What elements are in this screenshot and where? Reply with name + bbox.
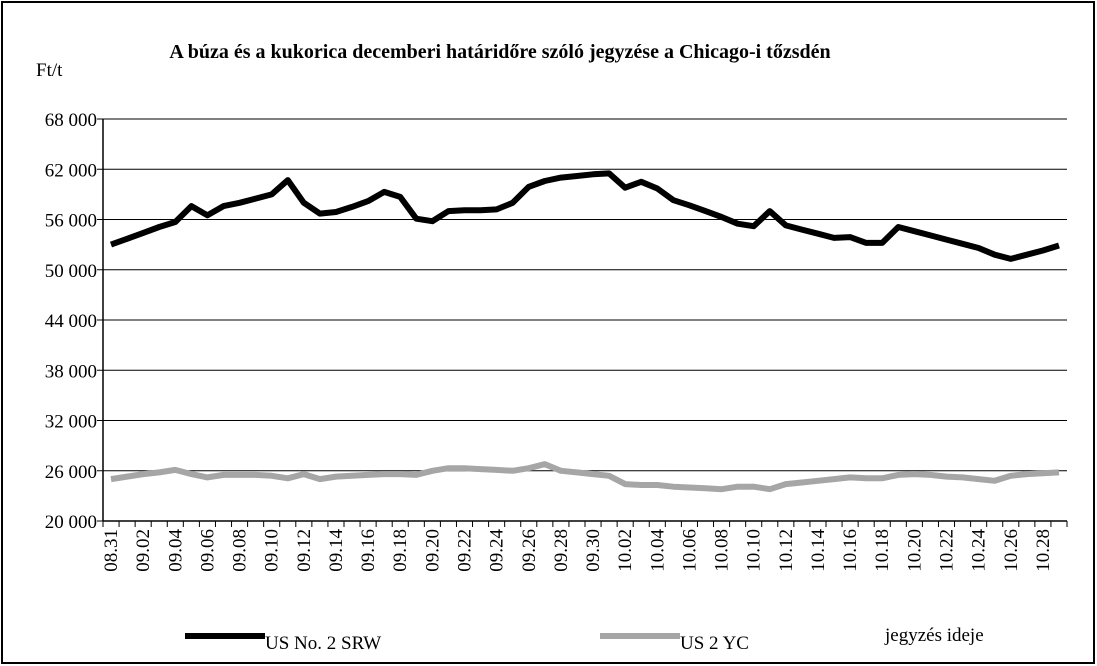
y-tick-label: 68 000 xyxy=(45,110,97,131)
x-tick-label: 10.16 xyxy=(840,529,861,572)
x-tick-label: 10.02 xyxy=(615,529,636,572)
x-tick-label: 09.08 xyxy=(230,529,251,572)
y-tick-label: 38 000 xyxy=(45,361,97,382)
y-axis-label: Ft/t xyxy=(36,60,63,81)
x-tick-label: 09.22 xyxy=(455,529,476,572)
x-tick-label: 09.04 xyxy=(165,529,186,572)
x-tick-label: 09.18 xyxy=(390,529,411,572)
series-line xyxy=(110,461,1060,493)
x-tick-label: 10.04 xyxy=(647,529,668,572)
x-tick-label: 09.12 xyxy=(294,529,315,572)
y-tick-label: 20 000 xyxy=(45,512,97,533)
y-tick-label: 50 000 xyxy=(45,261,97,282)
x-tick-label: 10.20 xyxy=(904,529,925,572)
chart-title: A búza és a kukorica decemberi határidőr… xyxy=(169,41,831,63)
x-tick-label: 09.16 xyxy=(358,529,379,572)
x-tick-label: 10.28 xyxy=(1033,529,1054,572)
x-axis-label: jegyzés ideje xyxy=(884,625,984,646)
x-tick-label: 10.18 xyxy=(872,529,893,572)
x-tick-label: 10.22 xyxy=(937,529,958,572)
x-tick-label: 09.26 xyxy=(519,529,540,572)
x-tick-label: 09.28 xyxy=(551,529,572,572)
x-tick-label: 10.24 xyxy=(969,529,990,572)
x-tick-label: 09.10 xyxy=(262,529,283,572)
x-tick-label: 10.10 xyxy=(744,529,765,572)
x-tick-label: 09.06 xyxy=(197,529,218,572)
y-tick-label: 26 000 xyxy=(45,462,97,483)
y-tick-label: 32 000 xyxy=(45,412,97,433)
x-tick-label: 10.12 xyxy=(776,529,797,572)
x-tick-label: 08.31 xyxy=(101,529,122,572)
x-tick-label: 09.30 xyxy=(583,529,604,572)
x-tick-label: 09.20 xyxy=(422,529,443,572)
y-tick-label: 56 000 xyxy=(45,211,97,232)
x-tick-label: 09.24 xyxy=(487,529,508,572)
x-tick-label: 09.14 xyxy=(326,529,347,572)
x-tick-label: 10.14 xyxy=(808,529,829,572)
y-tick-label: 44 000 xyxy=(45,311,97,332)
legend-label: US No. 2 SRW xyxy=(265,633,381,654)
x-tick-label: 10.08 xyxy=(712,529,733,572)
y-tick-label: 62 000 xyxy=(45,160,97,181)
series-line xyxy=(109,170,1060,262)
x-tick-label: 09.02 xyxy=(133,529,154,572)
x-tick-label: 10.26 xyxy=(1001,529,1022,572)
x-tick-label: 10.06 xyxy=(679,529,700,572)
legend-label: US 2 YC xyxy=(680,633,749,654)
